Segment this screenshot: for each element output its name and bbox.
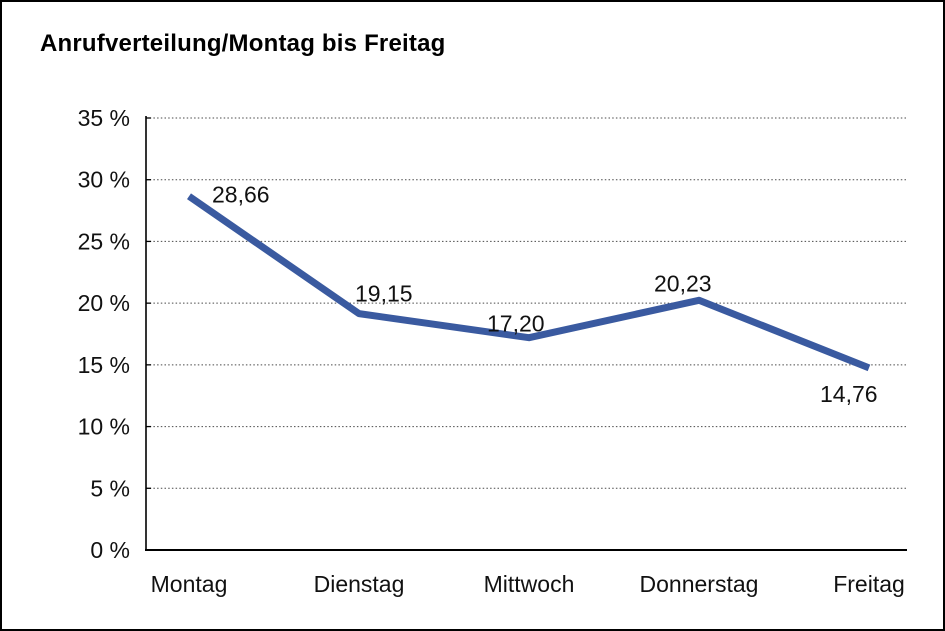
y-tick-label: 30 % <box>78 167 130 193</box>
value-label: 17,20 <box>487 311 545 337</box>
value-label: 14,76 <box>820 381 878 407</box>
y-tick-label: 5 % <box>90 475 130 501</box>
x-axis-label: Freitag <box>833 571 905 597</box>
value-label: 28,66 <box>212 181 270 207</box>
y-tick-label: 20 % <box>78 290 130 316</box>
x-axis-label: Dienstag <box>314 571 405 597</box>
value-label: 19,15 <box>355 281 413 307</box>
chart-title: Anrufverteilung/Montag bis Freitag <box>40 30 446 57</box>
value-label: 20,23 <box>654 270 712 296</box>
x-axis-label: Donnerstag <box>640 571 759 597</box>
y-tick-label: 25 % <box>78 228 130 254</box>
y-tick-label: 10 % <box>78 414 130 440</box>
x-axis-label: Montag <box>151 571 228 597</box>
y-tick-label: 15 % <box>78 352 130 378</box>
y-tick-label: 0 % <box>90 537 130 563</box>
x-axis-label: Mittwoch <box>484 571 575 597</box>
y-tick-label: 35 % <box>78 105 130 131</box>
data-line <box>187 193 871 372</box>
